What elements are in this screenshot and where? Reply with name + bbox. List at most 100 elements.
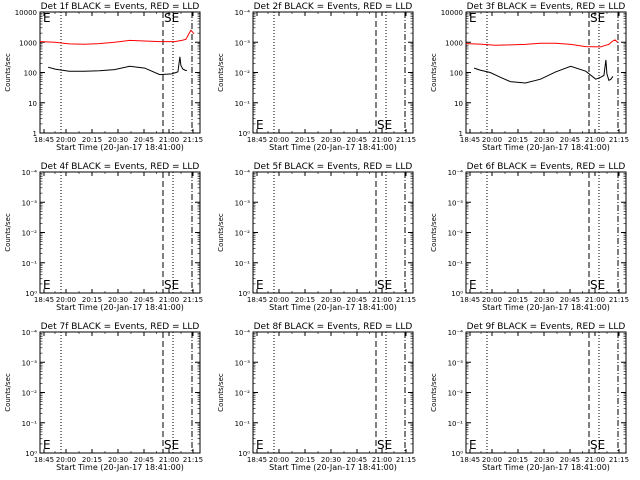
y-tick-label: 10000: [15, 9, 37, 17]
x-tick-label: 20:45: [134, 296, 154, 304]
se-annotation: SE: [164, 438, 179, 452]
x-axis-label: Start Time (20-Jan-17 18:41:00): [269, 303, 397, 312]
x-tick-label: 18:45: [247, 456, 267, 464]
y-tick-label: 10⁰: [451, 450, 463, 458]
x-tick-label: 20:30: [108, 296, 128, 304]
x-tick-label: 20:00: [269, 136, 289, 144]
x-tick-label: 21:00: [585, 136, 605, 144]
x-tick-label: 21:15: [609, 296, 629, 304]
event-marker-glyph: E: [43, 438, 51, 452]
y-tick-label: 10⁻⁴: [235, 169, 251, 177]
panel-det-6: Det 6f BLACK = Events, RED = LLD 10⁰ 10⁻¹ 1…: [430, 162, 629, 312]
lld-series-line: [39, 29, 195, 45]
x-tick-label: 20:00: [482, 296, 502, 304]
se-annotation: SE: [377, 438, 392, 452]
x-tick-label: 21:15: [183, 296, 203, 304]
y-tick-label: 10⁻¹: [448, 420, 464, 428]
x-tick-label: 20:30: [534, 136, 554, 144]
x-tick-label: 21:15: [183, 136, 203, 144]
se-annotation: SE: [590, 438, 605, 452]
x-tick-label: 20:00: [482, 136, 502, 144]
x-tick-label: 20:30: [108, 136, 128, 144]
events-series-line: [473, 59, 614, 84]
x-axis-label: Start Time (20-Jan-17 18:41:00): [269, 463, 397, 472]
lld-series-line: [465, 39, 619, 48]
y-axis-label: Counts/sec: [4, 213, 12, 252]
y-tick-label: 10⁻¹: [22, 260, 38, 268]
panel-det-1: Det 1f BLACK = Events, RED = LLD 1 10 100 10…: [4, 2, 203, 152]
x-tick-label: 20:45: [347, 136, 367, 144]
event-marker-glyph: E: [469, 438, 477, 452]
y-axis-label: Counts/sec: [430, 53, 438, 92]
x-tick-label: 20:15: [295, 296, 315, 304]
x-axis-label: Start Time (20-Jan-17 18:41:00): [482, 303, 610, 312]
x-tick-label: 20:15: [82, 296, 102, 304]
x-tick-label: 20:30: [534, 456, 554, 464]
y-tick-label: 100: [450, 70, 463, 78]
panel-det-9: Det 9f BLACK = Events, RED = LLD 10⁰ 10⁻¹ 1…: [430, 322, 629, 472]
y-axis-label: Counts/sec: [217, 213, 225, 252]
y-tick-label: 10⁻¹: [448, 260, 464, 268]
y-tick-label: 10⁻³: [235, 359, 251, 367]
x-tick-label: 21:00: [159, 296, 179, 304]
x-tick-label: 21:00: [372, 136, 392, 144]
y-tick-label: 10: [28, 100, 37, 108]
y-tick-label: 10⁻⁴: [235, 329, 251, 337]
x-tick-label: 21:00: [159, 456, 179, 464]
y-tick-label: 10⁻²: [448, 390, 464, 398]
x-tick-label: 20:00: [482, 456, 502, 464]
x-tick-label: 20:30: [534, 296, 554, 304]
x-tick-label: 21:00: [159, 136, 179, 144]
x-tick-label: 20:00: [56, 296, 76, 304]
x-tick-label: 21:15: [396, 136, 416, 144]
x-tick-label: 20:00: [269, 296, 289, 304]
panel-det-3: Det 3f BLACK = Events, RED = LLD 1 10 100 10…: [430, 2, 629, 152]
y-tick-label: 10⁻⁴: [22, 169, 38, 177]
event-marker-glyph: E: [469, 278, 477, 292]
panel-title: Det 7f BLACK = Events, RED = LLD: [41, 322, 200, 332]
y-tick-label: 100: [24, 70, 37, 78]
x-axis-label: Start Time (20-Jan-17 18:41:00): [482, 143, 610, 152]
y-tick-label: 10⁻²: [22, 230, 38, 238]
x-tick-label: 20:15: [82, 456, 102, 464]
y-tick-label: 10⁻³: [235, 199, 251, 207]
y-tick-label: 10⁻²: [235, 390, 251, 398]
y-tick-label: 10⁰: [25, 290, 37, 298]
x-tick-label: 20:30: [321, 136, 341, 144]
y-axis-label: Counts/sec: [217, 53, 225, 92]
y-tick-label: 1: [459, 130, 463, 138]
y-tick-label: 10⁰: [451, 290, 463, 298]
panel-title: Det 5f BLACK = Events, RED = LLD: [254, 162, 413, 172]
x-tick-label: 20:00: [56, 136, 76, 144]
x-tick-label: 20:30: [321, 456, 341, 464]
se-annotation: SE: [164, 278, 179, 292]
x-tick-label: 18:45: [460, 456, 480, 464]
y-tick-label: 10: [454, 100, 463, 108]
y-tick-label: 10⁰: [238, 450, 250, 458]
x-tick-label: 20:15: [508, 456, 528, 464]
x-tick-label: 21:00: [585, 456, 605, 464]
x-tick-label: 20:45: [347, 296, 367, 304]
x-axis-label: Start Time (20-Jan-17 18:41:00): [482, 463, 610, 472]
panel-det-2: Det 2f BLACK = Events, RED = LLD 10⁰ 10⁻¹ 1…: [217, 2, 416, 152]
x-tick-label: 20:15: [295, 456, 315, 464]
plot-frame: [252, 11, 414, 134]
panel-title: Det 1f BLACK = Events, RED = LLD: [41, 2, 200, 12]
panel-det-8: Det 8f BLACK = Events, RED = LLD 10⁰ 10⁻¹ 1…: [217, 322, 416, 472]
se-annotation: SE: [377, 118, 392, 132]
event-marker-glyph: E: [256, 438, 264, 452]
x-tick-label: 18:45: [460, 296, 480, 304]
event-marker-glyph: E: [43, 278, 51, 292]
y-tick-label: 10⁻²: [22, 390, 38, 398]
y-tick-label: 1000: [19, 39, 37, 47]
y-tick-label: 1000: [445, 39, 463, 47]
y-tick-label: 10⁻²: [235, 230, 251, 238]
x-tick-label: 20:30: [321, 296, 341, 304]
x-axis-label: Start Time (20-Jan-17 18:41:00): [56, 463, 184, 472]
x-tick-label: 20:30: [108, 456, 128, 464]
se-annotation: SE: [377, 278, 392, 292]
y-tick-label: 10⁻¹: [235, 420, 251, 428]
y-tick-label: 10⁻⁴: [235, 9, 251, 17]
x-tick-label: 18:45: [34, 456, 54, 464]
y-axis-label: Counts/sec: [430, 213, 438, 252]
